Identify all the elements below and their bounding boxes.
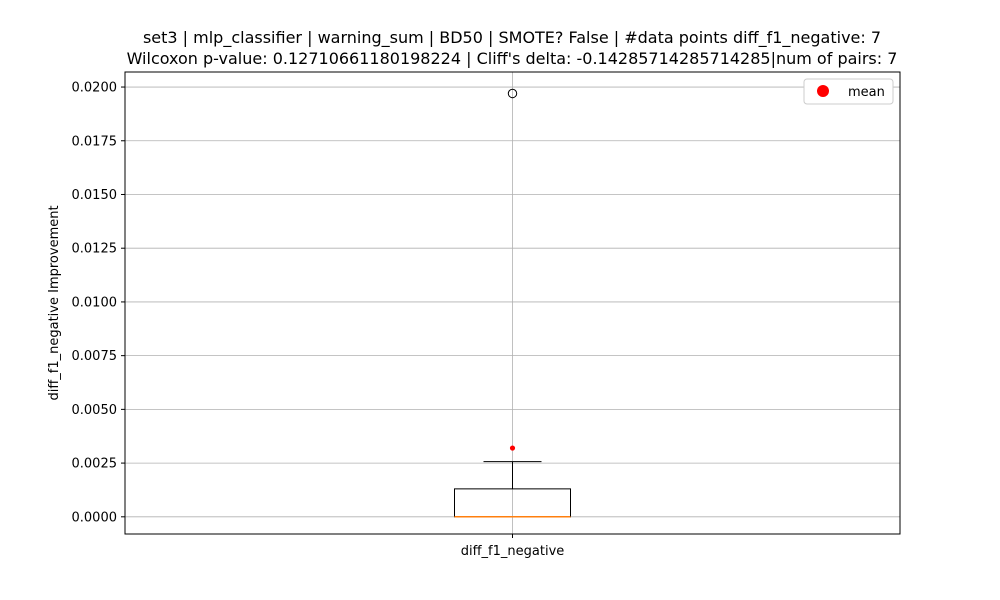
- mean-point: [509, 445, 516, 451]
- legend-box: [803, 78, 894, 105]
- legend: mean: [803, 78, 894, 105]
- y-tick-label: 0.0100: [72, 295, 118, 310]
- outlier-point: [507, 88, 518, 99]
- y-tick-label: 0.0150: [72, 188, 118, 203]
- y-tick-label: 0.0075: [72, 349, 118, 364]
- y-tick-label: 0.0025: [72, 457, 118, 472]
- chart-title-line-1: set3 | mlp_classifier | warning_sum | BD…: [143, 28, 881, 48]
- y-tick-label: 0.0200: [72, 81, 118, 96]
- legend-mean-marker: [817, 85, 829, 97]
- y-tick-label: 0.0125: [72, 242, 118, 257]
- x-tick-label: diff_f1_negative: [461, 544, 565, 559]
- y-tick-label: 0.0050: [72, 403, 118, 418]
- y-axis-label: diff_f1_negative Improvement: [47, 205, 62, 400]
- y-tick-label: 0.0175: [72, 134, 118, 149]
- y-axis: 0.0000 0.0025 0.0050 0.0075 0.0100 0.0125 0.01…: [72, 81, 125, 525]
- legend-mean-label: mean: [848, 85, 885, 100]
- box-plot: [454, 88, 571, 518]
- y-tick-label: 0.0000: [72, 510, 118, 525]
- grid-lines: [125, 72, 900, 534]
- x-axis: diff_f1_negative: [461, 534, 565, 559]
- chart-title-line-2: Wilcoxon p-value: 0.12710661180198224 | …: [127, 49, 898, 68]
